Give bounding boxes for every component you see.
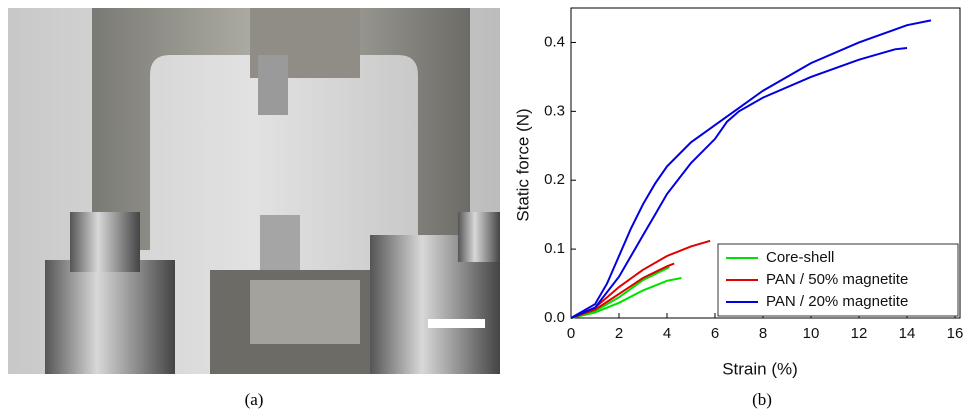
legend-label: Core-shell	[766, 249, 834, 266]
y-axis-label: Static force (N)	[513, 108, 532, 221]
x-tick-label: 10	[803, 325, 820, 342]
curve	[570, 277, 682, 319]
curve	[570, 262, 675, 319]
x-tick-label: 12	[851, 325, 868, 342]
x-tick-label: 14	[899, 325, 916, 342]
curve	[570, 47, 908, 319]
y-tick-label: 0.1	[544, 240, 565, 257]
y-tick-label: 0.3	[544, 102, 565, 119]
x-tick-label: 0	[567, 325, 575, 342]
panel-label: (a)	[245, 390, 264, 409]
plot-frame	[570, 7, 961, 319]
x-axis-label: Strain (%)	[722, 359, 798, 378]
y-tick-label: 0.0	[544, 309, 565, 326]
y-tick-label: 0.2	[544, 171, 565, 188]
x-tick-label: 4	[663, 325, 671, 342]
x-tick-label: 16	[947, 325, 964, 342]
x-tick-label: 6	[711, 325, 719, 342]
curve	[570, 266, 670, 319]
photo	[8, 8, 500, 374]
curve	[570, 19, 932, 319]
x-tick-label: 8	[759, 325, 767, 342]
panel-label: (b)	[752, 390, 772, 409]
legend-label: PAN / 20% magnetite	[766, 293, 908, 310]
x-tick-label: 2	[615, 325, 623, 342]
legend-label: PAN / 50% magnetite	[766, 271, 908, 288]
y-tick-label: 0.4	[544, 33, 565, 50]
